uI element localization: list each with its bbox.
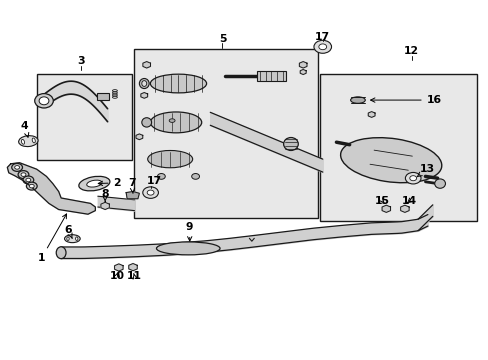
Ellipse shape: [32, 138, 35, 143]
Ellipse shape: [150, 74, 206, 93]
Polygon shape: [141, 93, 147, 98]
Ellipse shape: [23, 176, 34, 184]
Ellipse shape: [147, 150, 192, 168]
Ellipse shape: [318, 44, 326, 50]
Ellipse shape: [313, 40, 331, 53]
Text: 17: 17: [147, 176, 162, 186]
Ellipse shape: [56, 247, 66, 259]
Text: 15: 15: [374, 196, 389, 206]
Text: 8: 8: [101, 189, 109, 202]
Text: 16: 16: [370, 95, 441, 105]
Ellipse shape: [169, 119, 175, 122]
Ellipse shape: [76, 237, 78, 240]
Ellipse shape: [21, 139, 24, 144]
Text: 13: 13: [416, 164, 434, 177]
Ellipse shape: [18, 171, 29, 179]
Ellipse shape: [139, 78, 149, 89]
Ellipse shape: [156, 242, 220, 255]
Polygon shape: [381, 205, 390, 212]
Ellipse shape: [39, 97, 49, 105]
Text: 3: 3: [77, 56, 84, 66]
Polygon shape: [367, 112, 374, 117]
Polygon shape: [101, 202, 109, 210]
Polygon shape: [136, 134, 142, 140]
Bar: [256, 71, 285, 81]
Ellipse shape: [12, 163, 22, 171]
Polygon shape: [126, 192, 139, 199]
Text: 6: 6: [64, 225, 72, 238]
Bar: [97, 93, 109, 100]
Polygon shape: [128, 264, 137, 271]
Ellipse shape: [35, 94, 53, 108]
Ellipse shape: [283, 138, 298, 150]
Ellipse shape: [142, 187, 158, 198]
Ellipse shape: [67, 237, 69, 240]
Text: 11: 11: [127, 271, 142, 281]
Ellipse shape: [19, 136, 38, 147]
Ellipse shape: [157, 174, 165, 179]
Polygon shape: [142, 62, 150, 68]
Ellipse shape: [86, 180, 102, 187]
Ellipse shape: [79, 176, 110, 191]
Text: 7: 7: [128, 178, 136, 193]
Ellipse shape: [26, 182, 37, 190]
Text: 14: 14: [402, 196, 416, 206]
Bar: [320, 74, 476, 221]
Text: 4: 4: [20, 121, 29, 137]
Text: 12: 12: [404, 46, 418, 56]
Ellipse shape: [15, 166, 20, 169]
Ellipse shape: [147, 190, 154, 195]
Ellipse shape: [142, 81, 146, 86]
Polygon shape: [400, 205, 408, 212]
Text: 9: 9: [185, 222, 193, 241]
Text: 1: 1: [38, 214, 66, 263]
Text: 5: 5: [218, 33, 226, 44]
Ellipse shape: [191, 174, 199, 179]
Ellipse shape: [26, 178, 31, 182]
Bar: [37, 74, 132, 160]
Ellipse shape: [64, 235, 80, 243]
Ellipse shape: [29, 184, 34, 188]
Ellipse shape: [150, 112, 201, 133]
Polygon shape: [300, 69, 305, 75]
Polygon shape: [114, 264, 123, 271]
Ellipse shape: [409, 176, 416, 181]
Text: 2: 2: [98, 178, 121, 188]
Ellipse shape: [340, 138, 441, 183]
Polygon shape: [7, 163, 95, 214]
Ellipse shape: [142, 118, 151, 127]
Ellipse shape: [350, 97, 365, 103]
Polygon shape: [299, 62, 306, 68]
Ellipse shape: [21, 173, 26, 176]
Ellipse shape: [405, 172, 420, 184]
Text: 17: 17: [315, 32, 329, 42]
Text: 10: 10: [110, 271, 124, 281]
Bar: [134, 49, 317, 218]
Ellipse shape: [434, 179, 445, 188]
